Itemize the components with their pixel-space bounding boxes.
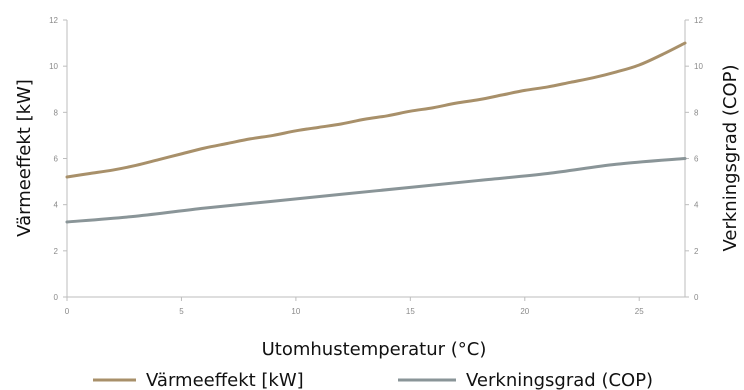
- right-y-axis-title: Verkningsgrad (COP): [720, 64, 741, 251]
- left-y-axis: 0 2 4 6 8 10 12: [49, 16, 68, 302]
- series-line-cop: [65, 157, 687, 224]
- legend: Värmeeffekt [kW] Verkningsgrad (COP): [93, 370, 653, 390]
- left-y-axis-title: Värmeeffekt [kW]: [14, 79, 35, 237]
- left-y-tick-label: 2: [54, 247, 59, 256]
- right-y-tick-label: 8: [694, 108, 699, 117]
- left-y-tick-label: 0: [54, 293, 59, 302]
- left-y-tick-label: 10: [49, 62, 58, 71]
- right-y-tick-label: 12: [694, 16, 703, 25]
- x-tick-label: 5: [179, 307, 184, 316]
- x-tick-label: 0: [65, 307, 70, 316]
- x-axis: 0 5 10 15 20 25: [65, 296, 685, 316]
- right-y-tick-label: 0: [694, 293, 699, 302]
- left-y-tick-label: 6: [54, 155, 59, 164]
- x-axis-title: Utomhustemperatur (°C): [262, 339, 487, 360]
- legend-label-cop: Verkningsgrad (COP): [466, 370, 653, 390]
- right-y-tick-label: 2: [694, 247, 699, 256]
- left-y-tick-label: 8: [54, 108, 59, 117]
- x-tick-label: 15: [406, 307, 415, 316]
- left-y-tick-label: 4: [54, 201, 59, 210]
- x-tick-label: 10: [291, 307, 300, 316]
- right-y-tick-label: 4: [694, 201, 699, 210]
- right-y-tick-label: 6: [694, 155, 699, 164]
- legend-label-varmeeffekt: Värmeeffekt [kW]: [146, 370, 304, 390]
- right-y-tick-label: 10: [694, 62, 703, 71]
- left-y-tick-label: 12: [49, 16, 58, 25]
- series-layer: [65, 41, 687, 224]
- x-tick-label: 25: [635, 307, 644, 316]
- x-tick-label: 20: [520, 307, 529, 316]
- right-y-axis: 0 2 4 6 8 10 12: [684, 16, 703, 302]
- series-line-varmeeffekt: [65, 41, 687, 179]
